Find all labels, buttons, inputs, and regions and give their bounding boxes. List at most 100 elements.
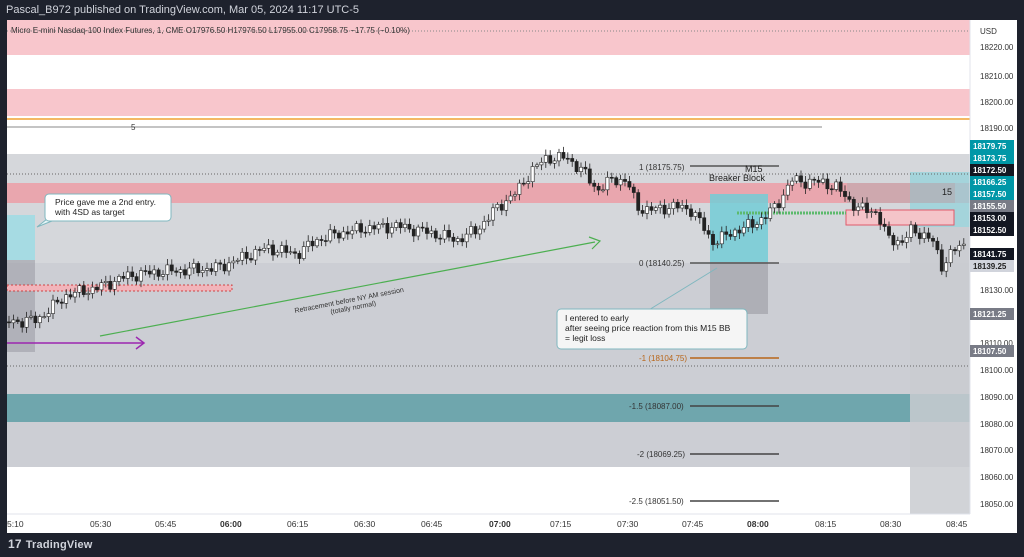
candle-body <box>570 158 575 162</box>
candle-body <box>473 226 478 235</box>
candle-body <box>803 181 808 189</box>
price-scale-bg <box>970 20 1017 533</box>
loss-callout[interactable]: I entered to early after seeing price re… <box>556 267 748 350</box>
price-tick-label: 18060.00 <box>980 473 1014 482</box>
candle-body <box>891 235 896 246</box>
fib-label-neg2-5: -2.5 (18051.50) <box>629 497 684 506</box>
candle-body <box>807 178 812 189</box>
candle-body <box>860 202 865 208</box>
candle-body <box>310 240 315 247</box>
price-scale[interactable]: USD 18220.00 18210.00 18200.00 18190.00 1813… <box>969 20 1017 533</box>
price-tick-label: 18130.00 <box>980 286 1014 295</box>
time-tick-label: 07:45 <box>682 519 704 529</box>
price-badge <box>970 308 1014 320</box>
price-badge-label: 18155.50 <box>973 202 1007 211</box>
price-badge-label: 18121.25 <box>973 310 1007 319</box>
candle-body <box>469 226 473 235</box>
time-tick-label: 06:45 <box>421 519 443 529</box>
time-tick-label: 05:45 <box>155 519 177 529</box>
candle-body <box>552 160 557 164</box>
candle-body <box>328 229 333 242</box>
candle-body <box>86 293 91 295</box>
candle-body <box>900 240 905 243</box>
candle-body <box>728 234 733 237</box>
box-15-label: 15 <box>942 187 952 197</box>
candle-body <box>460 238 465 243</box>
candle-body <box>213 262 218 272</box>
entry-callout[interactable]: Price gave me a 2nd entry. with 4SD as t… <box>36 193 172 228</box>
chart-area[interactable]: 1 (18175.75) 0 (18140.25) -1 (18104.75) … <box>7 20 1017 533</box>
candle-body <box>878 211 883 225</box>
candle-body <box>134 276 139 282</box>
price-ticks: 18220.00 18210.00 18200.00 18190.00 18130.00… <box>980 43 1014 509</box>
time-tick-label: 05:30 <box>90 519 112 529</box>
price-tick-label: 18100.00 <box>980 366 1014 375</box>
candle-body <box>565 157 570 160</box>
fib-label-neg2: -2 (18069.25) <box>637 450 685 459</box>
candle-body <box>922 232 927 239</box>
candle-body <box>231 260 236 264</box>
candle-body <box>77 285 82 293</box>
right-grey-box <box>910 227 970 533</box>
level-5-label: 5 <box>131 123 136 132</box>
time-scale[interactable]: 5:10 05:30 05:45 06:00 06:15 06:30 06:45 07:00 0… <box>7 513 1017 533</box>
candle-body <box>856 206 861 211</box>
fib-lower-zone <box>7 263 970 467</box>
candle-body <box>961 243 966 246</box>
publisher-bar: Pascal_B972 published on TradingView.com… <box>0 0 1024 20</box>
candle-body <box>495 204 500 209</box>
candle-body <box>851 199 856 211</box>
symbol-info: Micro E-mini Nasdaq-100 Index Futures, 1… <box>11 26 410 35</box>
candle-body <box>429 230 434 234</box>
price-tick-label: 18220.00 <box>980 43 1014 52</box>
candle-body <box>543 155 548 163</box>
candle-body <box>777 203 781 209</box>
candle-body <box>385 223 390 234</box>
candle-body <box>42 316 47 318</box>
candle-body <box>618 179 623 186</box>
candle-body <box>772 203 777 209</box>
entry-callout-box <box>44 193 172 222</box>
price-badge <box>970 188 1014 200</box>
candle-body <box>108 281 113 290</box>
supply-zone-upper <box>7 89 970 116</box>
price-badge <box>970 152 1014 164</box>
candle-body <box>790 180 795 186</box>
candle-body <box>895 240 900 246</box>
candle-body <box>319 239 324 241</box>
candle-body <box>394 222 399 228</box>
candle-body <box>244 251 249 259</box>
candle-body <box>103 281 108 283</box>
price-badge <box>970 140 1014 152</box>
breaker-block-grey <box>710 262 768 314</box>
candle-body <box>561 152 566 159</box>
time-tick-label: 08:30 <box>880 519 902 529</box>
left-pink-box <box>7 284 233 292</box>
tradingview-brand: TradingView <box>25 539 93 551</box>
candle-body <box>433 230 438 239</box>
purple-arrow-head <box>135 336 146 350</box>
candle-body <box>341 231 346 239</box>
candle-body <box>486 219 491 222</box>
candle-body <box>169 264 174 272</box>
tradingview-logo[interactable]: 17 TradingView <box>8 533 93 557</box>
price-badge-label: 18173.75 <box>973 154 1007 163</box>
candle-body <box>521 182 526 185</box>
right-red-box <box>845 209 955 226</box>
candle-body <box>464 233 469 243</box>
price-chart[interactable]: 1 (18175.75) 0 (18140.25) -1 (18104.75) … <box>7 20 1017 533</box>
tradingview-icon: 17 <box>8 537 22 551</box>
candle-body <box>64 294 69 304</box>
candle-body <box>913 224 918 234</box>
candle-body <box>645 206 649 214</box>
publisher-line: Pascal_B972 published on TradingView.com… <box>6 4 360 16</box>
candle-body <box>689 208 693 217</box>
price-badge <box>970 248 1014 260</box>
footer-bar: 17 TradingView <box>0 533 1024 556</box>
candle-body <box>403 223 407 229</box>
candle-body <box>843 191 847 197</box>
candle-body <box>257 249 262 251</box>
candle-body <box>799 175 803 183</box>
candle-body <box>957 245 962 252</box>
candle-body <box>95 286 99 291</box>
